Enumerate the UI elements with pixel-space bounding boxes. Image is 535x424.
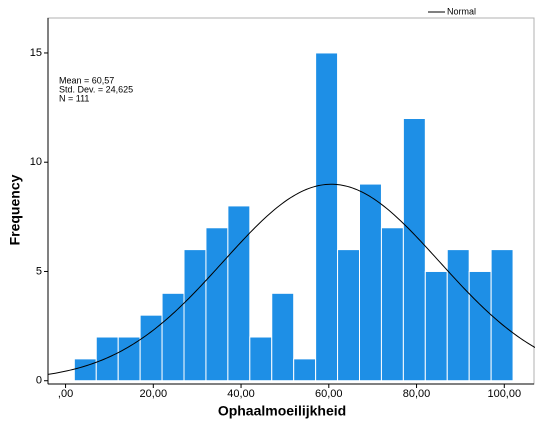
bar	[271, 292, 295, 382]
x-tick-label: 100,00	[487, 388, 521, 400]
y-tick-label: 5	[36, 265, 42, 277]
x-axis-title: Ophaalmoeilijkheid	[218, 403, 346, 419]
x-tick-label: ,00	[58, 388, 73, 400]
y-tick-label: 15	[30, 47, 42, 59]
bar	[95, 336, 119, 382]
x-tick-label: 60,00	[315, 388, 343, 400]
normal-curve	[47, 183, 535, 375]
bar	[227, 205, 251, 382]
bar	[315, 52, 339, 382]
stat-label: Mean = 60,57	[59, 75, 114, 85]
stat-label: N = 111	[59, 93, 89, 103]
y-tick-label: 0	[36, 375, 42, 387]
bar	[249, 336, 273, 382]
bar	[139, 314, 163, 382]
x-tick-label: 80,00	[403, 388, 431, 400]
bar	[117, 336, 141, 382]
bar	[337, 249, 361, 382]
bar	[446, 249, 470, 382]
y-tick-label: 10	[30, 156, 42, 168]
bar	[359, 183, 382, 382]
y-axis-title: Frequency	[7, 174, 23, 245]
bar	[424, 270, 448, 382]
stat-label: Std. Dev. = 24,625	[59, 84, 133, 94]
bar	[183, 249, 207, 382]
bar	[490, 249, 514, 382]
x-tick-label: 20,00	[140, 388, 168, 400]
bar	[205, 227, 229, 382]
bar	[402, 118, 426, 382]
bar	[73, 358, 97, 382]
bar	[293, 358, 317, 382]
legend-label: Normal	[447, 6, 476, 16]
x-tick-label: 40,00	[227, 388, 255, 400]
bar	[380, 227, 404, 382]
bar	[468, 270, 492, 382]
